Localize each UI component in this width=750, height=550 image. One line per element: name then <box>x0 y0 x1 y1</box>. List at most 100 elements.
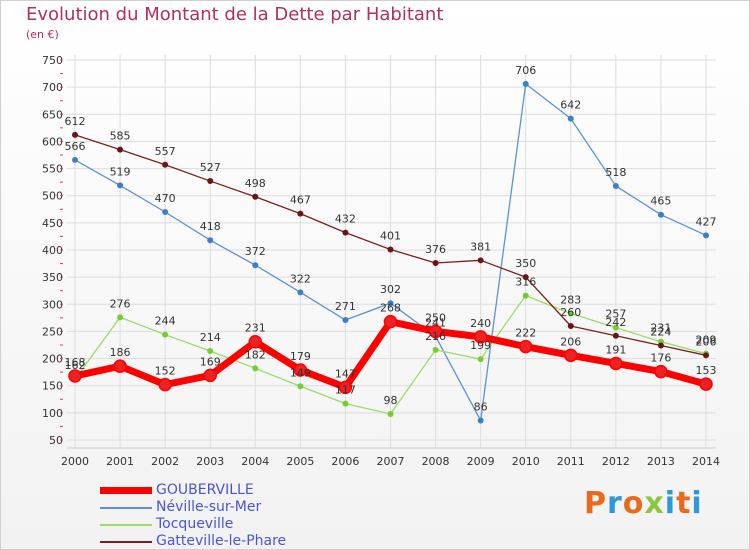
data-point <box>432 346 439 353</box>
logo-letter: t <box>676 486 692 521</box>
y-tick-label: 250 <box>42 325 63 338</box>
data-point <box>203 368 217 383</box>
data-label: 98 <box>384 394 398 407</box>
x-tick-label: 2008 <box>422 455 450 468</box>
data-point <box>522 274 529 281</box>
legend-swatch-tocqueville <box>100 524 152 526</box>
data-point <box>609 356 623 371</box>
y-tick-label: 450 <box>42 217 63 230</box>
data-point <box>72 131 78 138</box>
data-label: 260 <box>560 306 581 319</box>
data-point <box>518 339 533 354</box>
data-point <box>567 323 574 329</box>
x-tick-label: 2009 <box>467 455 495 468</box>
data-label: 465 <box>650 195 671 208</box>
data-label: 86 <box>474 400 488 413</box>
data-label: 209 <box>696 334 717 347</box>
logo-letter: P <box>584 486 607 521</box>
data-point <box>248 334 263 349</box>
data-label: 242 <box>605 316 626 329</box>
data-point <box>387 246 394 253</box>
data-label: 498 <box>245 177 266 190</box>
data-point <box>564 348 578 363</box>
legend-label-tocqueville: Tocqueville <box>156 516 234 532</box>
data-label: 427 <box>696 215 717 228</box>
y-tick-label: 750 <box>42 54 63 67</box>
data-point <box>117 146 124 153</box>
data-point <box>612 182 619 189</box>
data-label: 153 <box>696 364 717 377</box>
data-label: 470 <box>155 192 176 205</box>
x-tick-label: 2006 <box>331 455 359 468</box>
data-point <box>113 359 127 373</box>
data-point <box>522 292 529 299</box>
data-label: 268 <box>380 302 401 315</box>
data-label: 612 <box>65 115 86 128</box>
data-point <box>207 347 214 354</box>
data-label: 302 <box>380 283 401 296</box>
data-label: 222 <box>515 327 536 340</box>
x-tick-label: 2002 <box>151 455 179 468</box>
y-tick-label: 100 <box>42 407 63 420</box>
x-tick-label: 2013 <box>647 455 675 468</box>
data-label: 350 <box>515 257 536 270</box>
data-label: 250 <box>425 311 446 324</box>
data-label: 527 <box>200 161 221 174</box>
data-point <box>473 330 488 344</box>
data-point <box>72 156 78 163</box>
y-tick-label: 150 <box>42 380 63 393</box>
data-point <box>207 237 214 244</box>
data-point <box>612 324 619 331</box>
data-label: 244 <box>155 315 176 328</box>
x-tick-label: 2014 <box>692 455 720 468</box>
data-point <box>162 331 169 338</box>
data-point <box>567 310 574 317</box>
data-label: 117 <box>335 384 356 397</box>
data-label: 316 <box>515 276 536 289</box>
data-label: 276 <box>110 297 131 310</box>
data-point <box>477 257 484 264</box>
y-tick-label: 600 <box>42 135 63 148</box>
y-tick-label: 350 <box>42 271 63 284</box>
data-label: 206 <box>560 335 581 348</box>
data-label: 179 <box>290 350 311 363</box>
data-label: 231 <box>650 322 671 335</box>
data-point <box>252 365 259 372</box>
data-point <box>338 380 353 395</box>
data-point <box>162 209 169 215</box>
data-point <box>567 115 574 122</box>
data-label: 467 <box>290 194 311 207</box>
y-tick-label: 400 <box>42 244 63 257</box>
data-label: 176 <box>650 352 671 365</box>
data-point <box>117 182 124 189</box>
y-tick-label: 300 <box>42 298 63 311</box>
data-point <box>297 289 304 296</box>
data-label: 376 <box>425 243 446 256</box>
data-point <box>297 210 304 217</box>
x-tick-label: 2004 <box>241 455 269 468</box>
legend-label-neville: Néville-sur-Mer <box>156 499 262 515</box>
legend-label-gatteville: Gatteville-le-Phare <box>156 533 287 549</box>
data-label: 519 <box>110 165 131 178</box>
data-label: 372 <box>245 245 266 258</box>
data-label: 240 <box>470 317 491 330</box>
data-label: 152 <box>155 365 176 378</box>
data-label: 271 <box>335 300 356 313</box>
data-label: 557 <box>155 145 176 158</box>
y-tick-label: 650 <box>42 108 63 121</box>
x-tick-label: 2012 <box>602 455 630 468</box>
data-point <box>703 352 709 359</box>
data-point <box>383 314 398 329</box>
data-point <box>654 364 668 379</box>
data-point <box>252 262 259 269</box>
data-label: 191 <box>605 343 626 356</box>
data-point <box>612 332 619 339</box>
data-point <box>387 300 394 307</box>
legend-label-gouberville: GOUBERVILLE <box>156 482 254 498</box>
y-tick-label: 50 <box>49 434 63 447</box>
data-label: 418 <box>200 220 221 233</box>
data-label: 224 <box>650 326 671 339</box>
data-label: 168 <box>65 356 86 369</box>
